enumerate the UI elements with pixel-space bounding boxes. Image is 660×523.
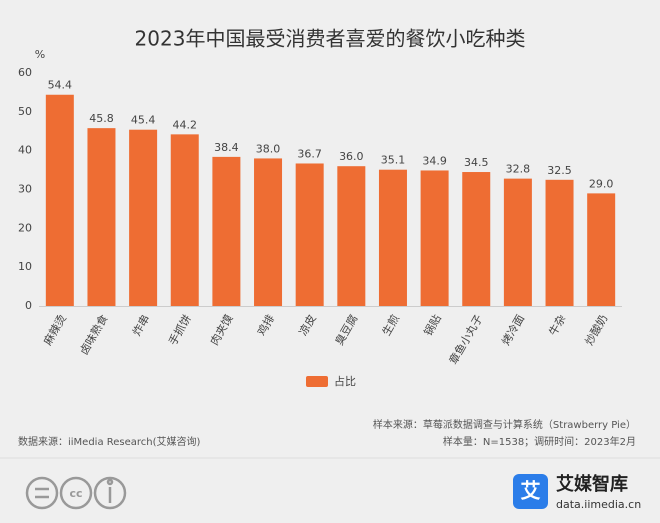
bar [378,169,407,306]
bar [87,128,116,306]
value-label: 35.1 [381,154,406,167]
value-label: 54.4 [48,79,73,92]
license-icons [25,476,127,510]
logo-icon [513,474,548,509]
y-tick-label: 20 [18,221,32,234]
value-label: 34.5 [464,156,489,169]
y-tick-label: 50 [18,105,32,118]
bar [587,193,616,306]
y-tick-label: 30 [18,183,32,196]
sample-size: 样本量：N=1538；调研时间：2023年2月 [443,435,636,448]
y-tick-label: 60 [18,66,32,79]
value-label: 44.2 [173,118,198,131]
bar [503,178,532,306]
value-label: 29.0 [589,177,614,190]
value-label: 45.4 [131,114,156,127]
bar [170,134,199,306]
logo-glyph: 艾 [521,479,541,503]
legend-swatch [306,376,328,387]
sample-source: 样本来源：草莓派数据调查与计算系统（Strawberry Pie） [373,418,636,431]
y-tick-label: 10 [18,260,32,273]
bar [545,179,574,306]
value-label: 34.9 [422,154,447,167]
y-tick-label: 40 [18,144,32,157]
bar [462,172,491,306]
data-source: 数据来源：iiMedia Research(艾媒咨询) [18,435,201,448]
value-label: 45.8 [89,112,114,125]
value-label: 36.7 [297,147,322,160]
value-label: 36.0 [339,150,364,163]
bar [254,158,283,306]
bar [337,166,366,306]
legend-label: 占比 [334,374,356,388]
y-unit: % [35,48,45,61]
chart-title: 2023年中国最受消费者喜爱的餐饮小吃种类 [135,27,526,51]
value-label: 32.8 [506,163,531,176]
value-label: 38.0 [256,142,281,155]
bar [420,170,449,306]
bar [45,94,74,306]
value-label: 32.5 [547,164,572,177]
url: data.iimedia.cn [556,498,641,511]
value-label: 38.4 [214,141,239,154]
bar [129,129,158,306]
y-tick-label: 0 [25,299,32,312]
bar [295,163,324,306]
brand: 艾媒智库 [556,473,628,495]
cc-icon-text: cc [69,487,82,500]
bar [212,156,241,306]
